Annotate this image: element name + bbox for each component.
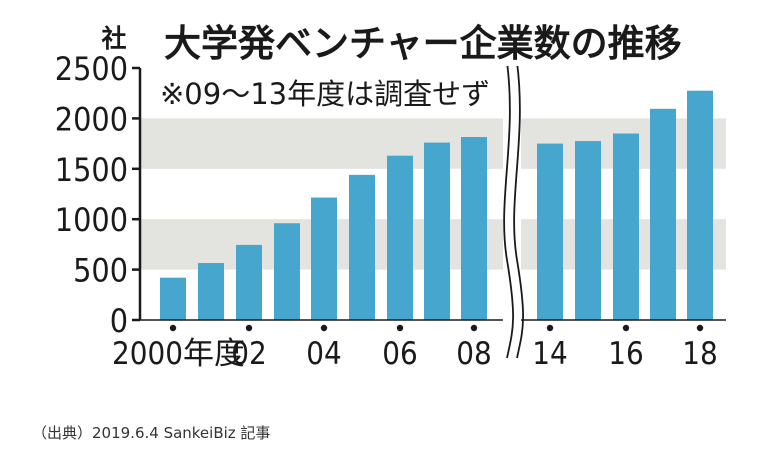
x-tick-label: 2000年度 <box>112 336 245 372</box>
x-tick-dot <box>320 324 328 332</box>
bar-02 <box>236 244 262 320</box>
note-background <box>156 70 494 114</box>
x-tick-label: 16 <box>608 336 643 372</box>
bar-04 <box>311 197 337 320</box>
y-tick-label: 500 <box>73 252 128 290</box>
x-tick-dot <box>396 324 404 332</box>
x-tick-label: 06 <box>382 336 417 372</box>
bar-06 <box>387 155 413 320</box>
y-tick-labels: 0 500 1000 1500 2000 2500 <box>55 50 128 340</box>
axis-break-line-2 <box>513 61 524 359</box>
bar-18 <box>687 90 713 321</box>
bar-15 <box>575 141 601 320</box>
x-tick-dot <box>470 324 478 332</box>
bar-07 <box>424 142 450 320</box>
chart-title: 大学発ベンチャー企業数の推移 <box>164 22 682 65</box>
unit-label: 社 <box>101 24 126 53</box>
axis-break <box>503 61 524 362</box>
bar-17 <box>650 108 676 320</box>
source-caption: （出典）2019.6.4 SankeiBiz 記事 <box>32 424 271 442</box>
x-tick-label: 04 <box>306 336 341 372</box>
bar-16 <box>613 133 639 320</box>
bar-08 <box>461 137 487 320</box>
bar-05 <box>349 174 375 320</box>
y-tick-label: 1500 <box>55 151 128 189</box>
bars <box>160 90 713 321</box>
x-tick-dot <box>245 324 253 332</box>
y-tick-label: 0 <box>110 302 128 340</box>
x-tick-label: 18 <box>682 336 717 372</box>
y-tick-label: 2500 <box>55 50 128 88</box>
axis-break-gap <box>503 62 521 362</box>
bar-03 <box>274 223 300 320</box>
bar-2000 <box>160 277 186 320</box>
x-tick-dot <box>622 324 630 332</box>
x-tick-label: 02 <box>231 336 266 372</box>
x-tick-label: 14 <box>532 336 567 372</box>
x-tick-dot <box>546 324 554 332</box>
y-tick-label: 2000 <box>55 100 128 138</box>
bar-01 <box>198 263 224 320</box>
axis-break-line-1 <box>503 61 514 359</box>
title-background <box>156 16 714 66</box>
x-tick-dot <box>696 324 704 332</box>
y-tick-label: 1000 <box>55 201 128 239</box>
chart-note: ※09～13年度は調査せず <box>160 77 490 111</box>
axes <box>132 66 726 322</box>
bar-14 <box>537 143 563 320</box>
x-tick-label: 08 <box>456 336 491 372</box>
x-tick-dot <box>169 324 177 332</box>
